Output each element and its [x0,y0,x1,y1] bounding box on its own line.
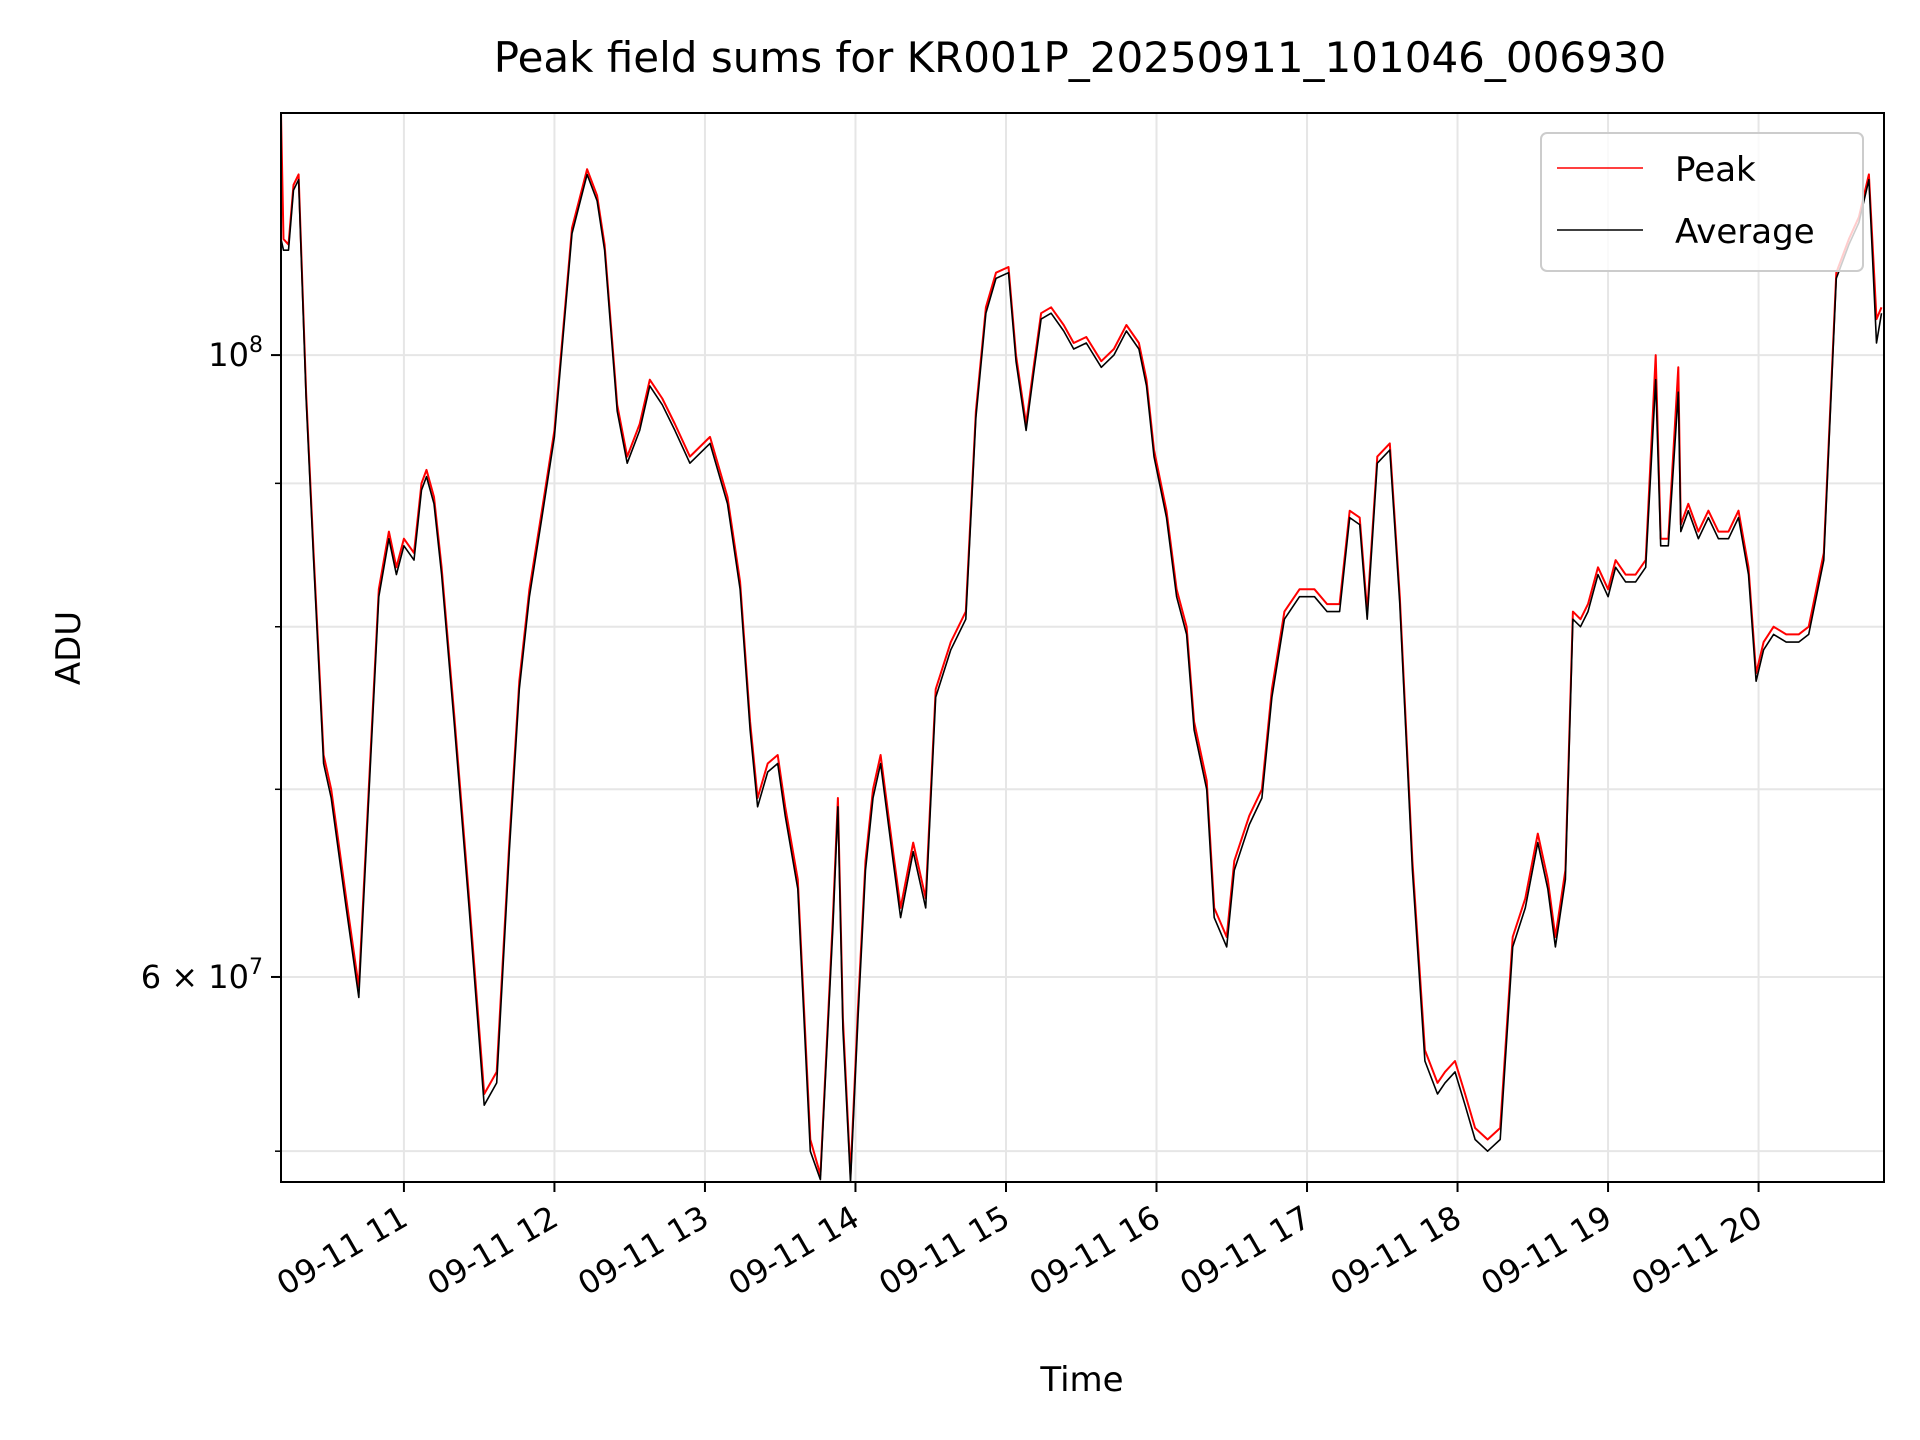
legend: Peak Average [1540,132,1864,272]
legend-label-average: Average [1675,212,1815,252]
y-tick-label: 6 × 107 [141,955,263,996]
x-axis-label: Time [1039,1360,1123,1400]
plot-frame [280,112,1885,1183]
legend-label-peak: Peak [1675,150,1756,190]
series-line-average [281,173,1883,1182]
chart-title: Peak field sums for KR001P_20250911_1010… [494,33,1666,82]
y-axis-label: ADU [49,611,89,685]
grid [281,113,1884,1182]
plot-area [281,113,1883,1182]
